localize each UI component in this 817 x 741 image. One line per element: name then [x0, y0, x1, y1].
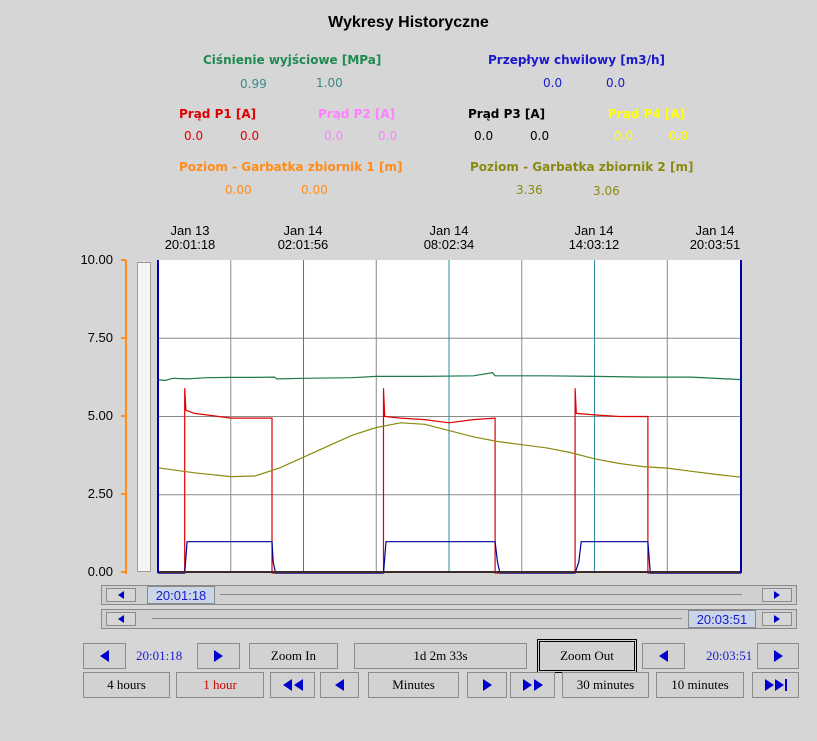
legend-p1-label: Prąd P1 [A] — [179, 107, 257, 121]
legend-level1-value-2: 0.00 — [301, 183, 328, 197]
end-scroll-left-button[interactable] — [106, 612, 136, 626]
legend-p3-value-1: 0.0 — [474, 129, 494, 143]
zoom-in-button[interactable]: Zoom In — [249, 643, 338, 669]
arrow-right-icon — [764, 679, 774, 691]
series-line-0 — [157, 372, 742, 382]
time-tick-0: Jan 13 20:01:18 — [145, 224, 235, 252]
legend-flow-label: Przepływ chwilowy [m3/h] — [488, 53, 666, 67]
arrow-left-icon — [659, 650, 668, 662]
end-scroll-thumb[interactable]: 20:03:51 — [688, 610, 756, 628]
arrow-right-icon — [214, 650, 223, 662]
start-back-button[interactable] — [83, 643, 126, 669]
time-tick-3-date: Jan 14 — [574, 223, 614, 238]
page-title: Wykresy Historyczne — [328, 14, 489, 31]
legend-p4-value-1: 0.0 — [614, 129, 634, 143]
scroll-track — [152, 618, 682, 619]
y-tick-0: 0.00 — [87, 564, 113, 579]
legend-p4-label: Prąd P4 [A] — [608, 107, 686, 121]
legend-level2-label: Poziom - Garbatka zbiornik 2 [m] — [470, 160, 694, 174]
start-scroll-left-button[interactable] — [106, 588, 136, 602]
time-tick-1-time: 02:01:56 — [277, 237, 329, 252]
series-line-1 — [158, 388, 741, 574]
time-tick-2-time: 08:02:34 — [423, 237, 475, 252]
y-axis — [121, 259, 127, 574]
end-time-display: 20:03:51 — [706, 648, 753, 663]
arrow-left-icon — [100, 650, 109, 662]
time-tick-3: Jan 14 14:03:12 — [549, 224, 639, 252]
go-to-end-button[interactable] — [752, 672, 799, 698]
fast-rewind-button[interactable] — [270, 672, 315, 698]
legend-p2-value-1: 0.0 — [324, 129, 344, 143]
y-tick-7-5: 7.50 — [87, 330, 113, 345]
legend-level2-value-2: 3.06 — [593, 184, 620, 198]
series-line-3 — [157, 422, 742, 478]
y-tick-10: 10.00 — [80, 252, 113, 267]
range-30-minutes-button[interactable]: 30 minutes — [562, 672, 649, 698]
start-time-scrollbar[interactable]: 20:01:18 — [101, 585, 797, 605]
range-4-hours-button[interactable]: 4 hours — [83, 672, 170, 698]
end-bar-icon — [784, 679, 787, 691]
legend-flow-value-2: 0.0 — [606, 76, 626, 90]
step-forward-button[interactable] — [467, 672, 507, 698]
time-tick-3-time: 14:03:12 — [568, 237, 620, 252]
range-10-minutes-button[interactable]: 10 minutes — [656, 672, 744, 698]
arrow-right-icon — [773, 650, 783, 662]
legend-pressure-value-2: 1.00 — [316, 76, 343, 90]
arrow-left-icon — [335, 679, 344, 691]
arrow-right-icon — [482, 679, 492, 691]
time-tick-0-time: 20:01:18 — [164, 237, 216, 252]
scroll-track — [220, 594, 742, 595]
end-scroll-right-button[interactable] — [762, 612, 792, 626]
legend-p4-value-2: 0.0 — [669, 129, 689, 143]
legend-p3-value-2: 0.0 — [530, 129, 550, 143]
minutes-button[interactable]: Minutes — [368, 672, 459, 698]
time-tick-0-date: Jan 13 — [170, 223, 210, 238]
legend-pressure-value-1: 0.99 — [240, 77, 267, 91]
arrow-right-icon — [522, 679, 532, 691]
arrow-right-icon — [774, 679, 784, 691]
time-tick-4-time: 20:03:51 — [689, 237, 741, 252]
arrow-left-icon — [118, 591, 124, 599]
history-chart — [157, 260, 742, 574]
arrow-right-icon — [533, 679, 543, 691]
time-span-display: 1d 2m 33s — [354, 643, 527, 669]
end-forward-button[interactable] — [757, 643, 799, 669]
legend-p1-value-1: 0.0 — [184, 129, 204, 143]
range-1-hour-button[interactable]: 1 hour — [176, 672, 264, 698]
series-line-2 — [158, 541, 741, 574]
start-scroll-right-button[interactable] — [762, 588, 792, 602]
time-tick-1-date: Jan 14 — [283, 223, 323, 238]
start-forward-button[interactable] — [197, 643, 240, 669]
end-back-button[interactable] — [642, 643, 685, 669]
arrow-right-icon — [774, 591, 780, 599]
zoom-out-button[interactable]: Zoom Out — [537, 639, 637, 673]
fast-forward-button[interactable] — [510, 672, 555, 698]
step-back-button[interactable] — [320, 672, 359, 698]
legend-pressure-label: Ciśnienie wyjściowe [MPa] — [203, 53, 382, 67]
legend-p2-label: Prąd P2 [A] — [318, 107, 396, 121]
arrow-right-icon — [774, 615, 780, 623]
time-tick-2: Jan 14 08:02:34 — [404, 224, 494, 252]
arrow-left-icon — [293, 679, 303, 691]
end-time-scrollbar[interactable]: 20:03:51 — [101, 609, 797, 629]
legend-p2-value-2: 0.0 — [378, 129, 398, 143]
legend-p1-value-2: 0.0 — [240, 129, 260, 143]
legend-flow-value-1: 0.0 — [543, 76, 563, 90]
start-time-display: 20:01:18 — [136, 648, 183, 663]
time-tick-4: Jan 14 20:03:51 — [670, 224, 760, 252]
legend-p3-label: Prąd P3 [A] — [468, 107, 546, 121]
time-tick-4-date: Jan 14 — [695, 223, 735, 238]
time-tick-1: Jan 14 02:01:56 — [258, 224, 348, 252]
legend-level1-value-1: 0.00 — [225, 183, 252, 197]
time-tick-2-date: Jan 14 — [429, 223, 469, 238]
vertical-scrollbar[interactable] — [137, 262, 151, 572]
y-tick-2-5: 2.50 — [87, 486, 113, 501]
y-tick-5: 5.00 — [87, 408, 113, 423]
legend-level2-value-1: 3.36 — [516, 183, 543, 197]
legend-level1-label: Poziom - Garbatka zbiornik 1 [m] — [179, 160, 403, 174]
arrow-left-icon — [118, 615, 124, 623]
arrow-left-icon — [282, 679, 292, 691]
start-scroll-thumb[interactable]: 20:01:18 — [147, 586, 215, 604]
